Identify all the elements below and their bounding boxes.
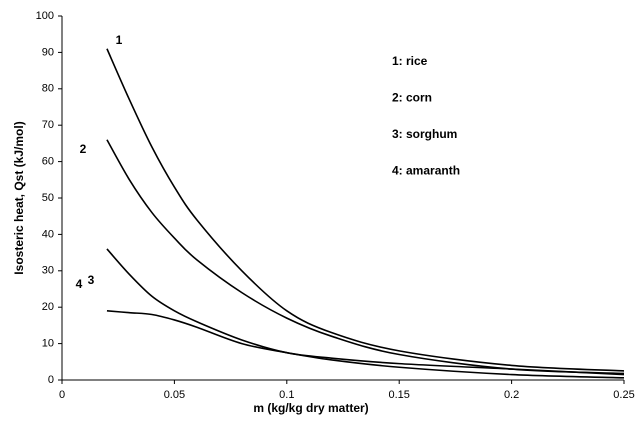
y-tick-label: 60 xyxy=(42,156,54,168)
curve-label: 2 xyxy=(80,142,87,156)
series-line xyxy=(106,248,625,376)
curve-label: 1 xyxy=(116,33,123,47)
series-line xyxy=(106,139,625,375)
series-line xyxy=(106,310,625,379)
y-tick-label: 50 xyxy=(42,192,54,204)
x-tick-label: 0.05 xyxy=(164,389,185,401)
y-tick-label: 20 xyxy=(42,301,54,313)
legend-entry: 4: amaranth xyxy=(392,164,460,178)
y-tick-label: 80 xyxy=(42,83,54,95)
x-tick-label: 0.25 xyxy=(613,389,634,401)
legend-entry: 1: rice xyxy=(392,54,428,68)
x-tick-label: 0.1 xyxy=(279,389,294,401)
y-tick-label: 70 xyxy=(42,119,54,131)
y-tick-label: 30 xyxy=(42,265,54,277)
series-line xyxy=(106,48,625,372)
y-tick-label: 0 xyxy=(48,374,54,386)
legend-entry: 3: sorghum xyxy=(392,127,457,141)
curve-label: 4 xyxy=(76,277,83,291)
curve-label: 3 xyxy=(88,273,95,287)
y-tick-label: 40 xyxy=(42,228,54,240)
y-tick-label: 10 xyxy=(42,338,54,350)
x-tick-label: 0 xyxy=(59,389,65,401)
x-tick-label: 0.2 xyxy=(504,389,519,401)
y-axis-label: Isosteric heat, Qst (kJ/mol) xyxy=(12,121,26,274)
y-tick-label: 100 xyxy=(36,10,54,22)
legend-entry: 2: corn xyxy=(392,91,432,105)
x-tick-label: 0.15 xyxy=(388,389,409,401)
y-tick-label: 90 xyxy=(42,46,54,58)
x-axis-label: m (kg/kg dry matter) xyxy=(253,401,368,415)
